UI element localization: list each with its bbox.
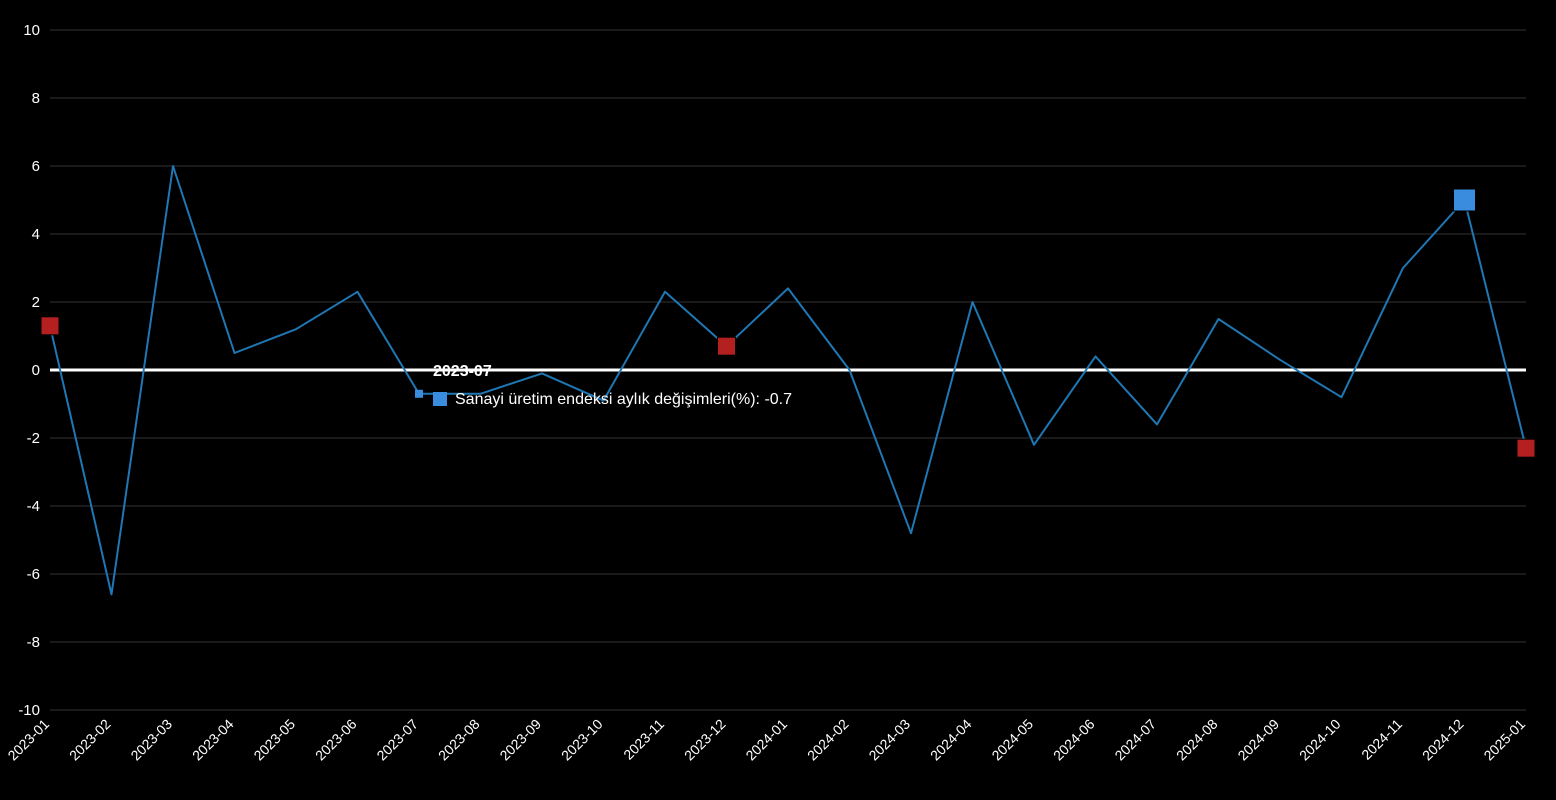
tooltip-series-text: Sanayi üretim endeksi aylık değişimleri(… (455, 391, 792, 408)
y-tick-label: 8 (32, 90, 40, 107)
y-tick-label: -10 (18, 702, 40, 719)
hover-marker (415, 390, 423, 398)
y-tick-label: -2 (27, 430, 40, 447)
data-marker[interactable] (1454, 189, 1476, 211)
y-tick-label: 10 (23, 22, 40, 39)
y-tick-label: -4 (27, 498, 40, 515)
y-tick-label: -8 (27, 634, 40, 651)
y-tick-label: 2 (32, 294, 40, 311)
data-marker[interactable] (1517, 439, 1535, 457)
data-marker[interactable] (718, 337, 736, 355)
tooltip-title: 2023-07 (433, 363, 492, 380)
tooltip-swatch (433, 392, 447, 406)
chart-svg[interactable]: -10-8-6-4-202468102023-012023-022023-032… (0, 0, 1556, 800)
y-tick-label: 0 (32, 362, 40, 379)
data-marker[interactable] (41, 317, 59, 335)
line-chart: -10-8-6-4-202468102023-012023-022023-032… (0, 0, 1556, 800)
y-tick-label: 4 (32, 226, 40, 243)
y-tick-label: 6 (32, 158, 40, 175)
y-tick-label: -6 (27, 566, 40, 583)
